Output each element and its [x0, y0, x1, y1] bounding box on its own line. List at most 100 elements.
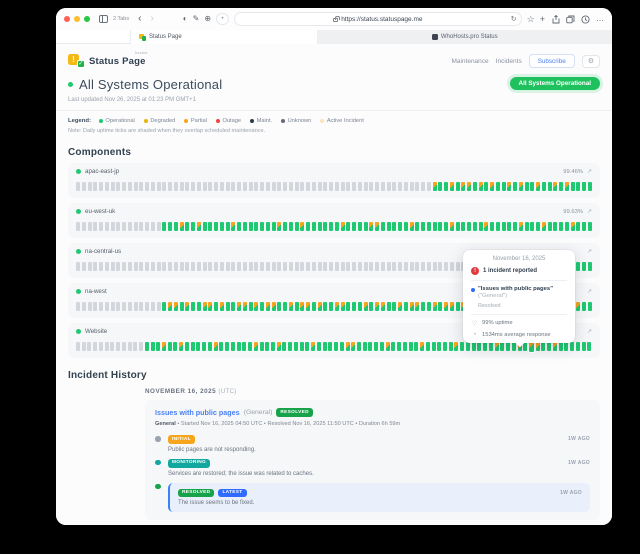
- reader-view-icon[interactable]: ◐: [182, 14, 188, 23]
- uptime-tick[interactable]: [283, 181, 287, 191]
- uptime-tick[interactable]: [524, 181, 529, 191]
- uptime-tick[interactable]: [168, 221, 172, 231]
- uptime-tick[interactable]: [277, 261, 282, 271]
- uptime-tick[interactable]: [139, 181, 144, 191]
- markup-icon[interactable]: ✎: [192, 14, 200, 23]
- uptime-tick[interactable]: [506, 341, 511, 351]
- uptime-tick[interactable]: [305, 341, 310, 351]
- uptime-tick[interactable]: [494, 341, 499, 351]
- uptime-tick[interactable]: [570, 221, 575, 231]
- uptime-tick[interactable]: [168, 181, 172, 191]
- uptime-tick[interactable]: [392, 221, 397, 231]
- uptime-tick[interactable]: [576, 221, 581, 231]
- uptime-tick[interactable]: [242, 181, 247, 191]
- uptime-tick[interactable]: [415, 301, 420, 311]
- uptime-tick[interactable]: [356, 341, 361, 351]
- share-icon[interactable]: [552, 14, 560, 24]
- uptime-tick[interactable]: [346, 261, 351, 271]
- uptime-tick[interactable]: [329, 181, 333, 191]
- uptime-tick[interactable]: [122, 181, 126, 191]
- uptime-tick[interactable]: [421, 301, 425, 311]
- uptime-tick[interactable]: [260, 301, 264, 311]
- uptime-tick[interactable]: [76, 181, 80, 191]
- uptime-tick[interactable]: [185, 261, 190, 271]
- uptime-tick[interactable]: [76, 221, 80, 231]
- uptime-tick[interactable]: [444, 181, 448, 191]
- uptime-tick[interactable]: [465, 341, 470, 351]
- uptime-tick[interactable]: [352, 301, 356, 311]
- uptime-tick[interactable]: [334, 301, 339, 311]
- uptime-tick[interactable]: [133, 181, 138, 191]
- uptime-tick[interactable]: [455, 181, 460, 191]
- uptime-tick[interactable]: [495, 221, 500, 231]
- uptime-tick[interactable]: [265, 301, 270, 311]
- uptime-tick[interactable]: [162, 341, 167, 351]
- uptime-tick[interactable]: [196, 261, 201, 271]
- uptime-tick[interactable]: [403, 221, 408, 231]
- uptime-tick[interactable]: [93, 221, 98, 231]
- uptime-tick[interactable]: [202, 301, 207, 311]
- uptime-tick[interactable]: [260, 181, 264, 191]
- uptime-tick[interactable]: [116, 341, 121, 351]
- uptime-tick[interactable]: [230, 341, 235, 351]
- uptime-tick[interactable]: [339, 341, 344, 351]
- uptime-tick[interactable]: [437, 341, 442, 351]
- uptime-tick[interactable]: [363, 181, 368, 191]
- uptime-tick[interactable]: [329, 221, 333, 231]
- uptime-tick[interactable]: [340, 261, 345, 271]
- uptime-tick[interactable]: [191, 261, 195, 271]
- uptime-tick[interactable]: [346, 221, 351, 231]
- uptime-tick[interactable]: [513, 181, 517, 191]
- uptime-tick[interactable]: [283, 261, 287, 271]
- uptime-tick[interactable]: [133, 261, 138, 271]
- uptime-tick[interactable]: [311, 221, 316, 231]
- uptime-tick[interactable]: [375, 221, 379, 231]
- uptime-tick[interactable]: [104, 301, 109, 311]
- uptime-tick[interactable]: [208, 181, 213, 191]
- uptime-tick[interactable]: [300, 181, 305, 191]
- uptime-tick[interactable]: [483, 341, 488, 351]
- uptime-tick[interactable]: [392, 181, 397, 191]
- uptime-tick[interactable]: [283, 221, 287, 231]
- uptime-tick[interactable]: [150, 341, 155, 351]
- uptime-tick[interactable]: [386, 261, 391, 271]
- uptime-tick[interactable]: [438, 221, 443, 231]
- nav-maintenance[interactable]: Maintenance: [451, 57, 489, 65]
- uptime-tick[interactable]: [564, 341, 569, 351]
- uptime-tick[interactable]: [421, 221, 425, 231]
- uptime-tick[interactable]: [76, 341, 80, 351]
- uptime-tick[interactable]: [352, 261, 356, 271]
- uptime-tick[interactable]: [507, 181, 512, 191]
- uptime-tick[interactable]: [488, 341, 493, 351]
- uptime-tick[interactable]: [369, 221, 374, 231]
- uptime-tick[interactable]: [276, 341, 281, 351]
- uptime-tick[interactable]: [553, 221, 558, 231]
- back-button[interactable]: ‹: [138, 13, 142, 24]
- uptime-tick[interactable]: [237, 261, 241, 271]
- uptime-tick[interactable]: [357, 221, 362, 231]
- uptime-tick[interactable]: [87, 341, 92, 351]
- uptime-tick[interactable]: [432, 301, 437, 311]
- open-metrics-icon[interactable]: ↗: [586, 329, 592, 335]
- uptime-tick[interactable]: [454, 341, 459, 351]
- uptime-tick[interactable]: [409, 221, 414, 231]
- uptime-tick[interactable]: [254, 221, 259, 231]
- uptime-tick[interactable]: [501, 181, 506, 191]
- uptime-tick[interactable]: [472, 181, 477, 191]
- uptime-tick[interactable]: [173, 181, 178, 191]
- uptime-tick[interactable]: [265, 221, 270, 231]
- uptime-tick[interactable]: [306, 221, 310, 231]
- uptime-tick[interactable]: [191, 301, 195, 311]
- uptime-tick[interactable]: [587, 261, 592, 271]
- uptime-tick[interactable]: [570, 341, 575, 351]
- uptime-tick[interactable]: [156, 261, 161, 271]
- uptime-tick[interactable]: [386, 301, 391, 311]
- uptime-tick[interactable]: [87, 221, 92, 231]
- uptime-tick[interactable]: [363, 301, 368, 311]
- uptime-tick[interactable]: [265, 261, 270, 271]
- uptime-tick[interactable]: [179, 301, 184, 311]
- uptime-tick[interactable]: [248, 261, 253, 271]
- uptime-tick[interactable]: [196, 341, 201, 351]
- uptime-tick[interactable]: [214, 301, 218, 311]
- uptime-tick[interactable]: [431, 341, 436, 351]
